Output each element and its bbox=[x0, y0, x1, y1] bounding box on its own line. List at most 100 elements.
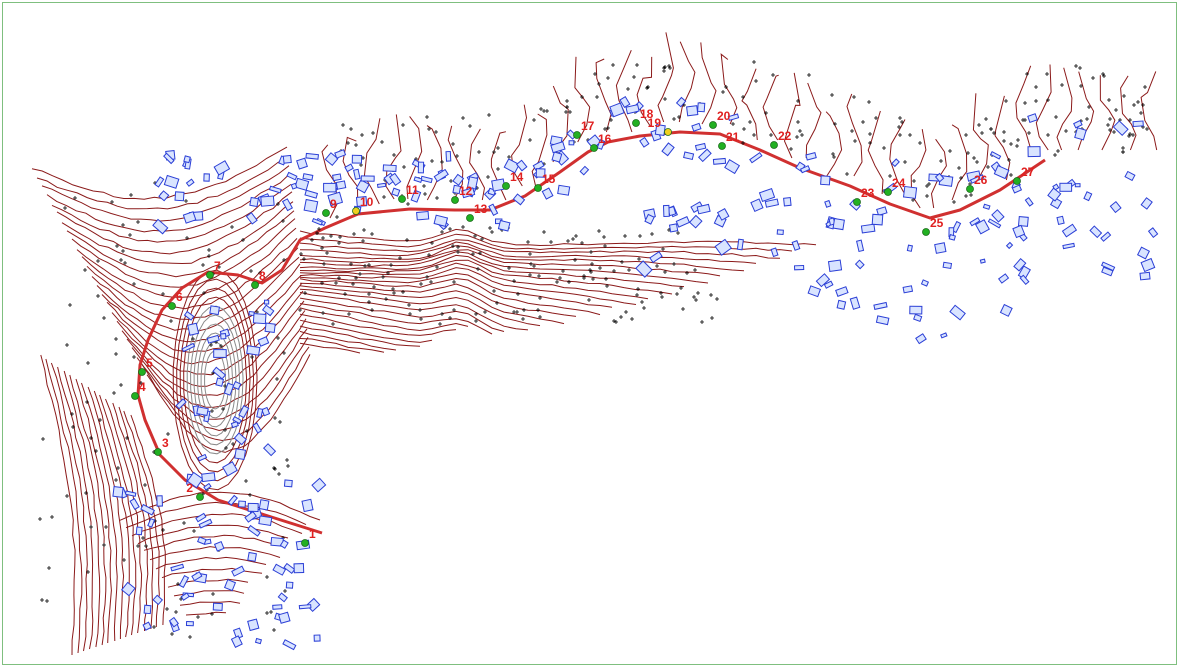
building[interactable] bbox=[997, 273, 1010, 284]
building[interactable] bbox=[323, 182, 337, 193]
building[interactable] bbox=[1074, 127, 1087, 141]
building[interactable] bbox=[206, 334, 220, 344]
building[interactable] bbox=[294, 177, 310, 191]
building[interactable] bbox=[247, 524, 261, 537]
building[interactable] bbox=[196, 406, 209, 417]
survey-point-14[interactable]: 14 bbox=[502, 170, 524, 190]
building[interactable] bbox=[1100, 231, 1112, 242]
building[interactable] bbox=[185, 178, 195, 187]
building[interactable] bbox=[532, 160, 545, 171]
building[interactable] bbox=[413, 176, 423, 184]
building[interactable] bbox=[203, 173, 210, 182]
building[interactable] bbox=[283, 479, 293, 488]
building[interactable] bbox=[724, 159, 741, 175]
building[interactable] bbox=[712, 157, 727, 165]
building[interactable] bbox=[827, 259, 843, 272]
building[interactable] bbox=[714, 238, 733, 256]
building[interactable] bbox=[799, 165, 811, 174]
building[interactable] bbox=[183, 310, 195, 321]
building[interactable] bbox=[854, 259, 865, 270]
building[interactable] bbox=[832, 218, 845, 231]
building[interactable] bbox=[461, 187, 476, 199]
building[interactable] bbox=[311, 217, 323, 226]
building[interactable] bbox=[264, 322, 276, 334]
building[interactable] bbox=[261, 406, 271, 417]
building[interactable] bbox=[824, 199, 832, 208]
building[interactable] bbox=[1027, 146, 1041, 158]
building[interactable] bbox=[823, 280, 834, 289]
building[interactable] bbox=[668, 223, 679, 233]
building[interactable] bbox=[625, 104, 640, 115]
building[interactable] bbox=[1147, 227, 1159, 238]
building[interactable] bbox=[1132, 120, 1144, 128]
building[interactable] bbox=[258, 515, 273, 527]
building[interactable] bbox=[445, 150, 452, 162]
building[interactable] bbox=[991, 209, 1005, 223]
building[interactable] bbox=[736, 238, 744, 251]
building[interactable] bbox=[683, 151, 695, 161]
building[interactable] bbox=[256, 407, 264, 419]
survey-point-3[interactable]: 3 bbox=[154, 436, 170, 456]
building[interactable] bbox=[181, 342, 196, 353]
building[interactable] bbox=[783, 197, 792, 207]
building[interactable] bbox=[213, 160, 231, 176]
building[interactable] bbox=[417, 161, 425, 174]
building[interactable] bbox=[227, 494, 238, 506]
building[interactable] bbox=[230, 420, 239, 429]
building[interactable] bbox=[586, 134, 602, 150]
building[interactable] bbox=[497, 219, 511, 232]
building[interactable] bbox=[293, 563, 305, 574]
building[interactable] bbox=[1013, 257, 1027, 272]
building[interactable] bbox=[353, 168, 361, 180]
building[interactable] bbox=[1100, 261, 1116, 272]
building[interactable] bbox=[619, 96, 631, 109]
building[interactable] bbox=[541, 187, 554, 200]
building[interactable] bbox=[168, 616, 179, 628]
building[interactable] bbox=[697, 148, 712, 163]
building[interactable] bbox=[915, 333, 927, 345]
building[interactable] bbox=[515, 159, 528, 172]
building[interactable] bbox=[860, 223, 876, 234]
survey-point-7[interactable]: 7 bbox=[206, 259, 222, 279]
building[interactable] bbox=[232, 380, 242, 391]
building[interactable] bbox=[223, 382, 235, 396]
building[interactable] bbox=[197, 453, 208, 462]
building[interactable] bbox=[1027, 113, 1038, 123]
building[interactable] bbox=[147, 517, 156, 528]
building[interactable] bbox=[233, 432, 247, 446]
building[interactable] bbox=[290, 182, 298, 190]
building[interactable] bbox=[416, 210, 430, 221]
building[interactable] bbox=[1073, 119, 1083, 129]
survey-point-6[interactable]: 6 bbox=[168, 290, 184, 310]
building[interactable] bbox=[1101, 266, 1114, 277]
building[interactable] bbox=[285, 581, 294, 589]
building[interactable] bbox=[272, 563, 287, 576]
building[interactable] bbox=[948, 233, 957, 241]
building[interactable] bbox=[223, 578, 237, 592]
building[interactable] bbox=[1005, 241, 1014, 250]
building[interactable] bbox=[258, 499, 270, 511]
building[interactable] bbox=[198, 518, 213, 529]
building[interactable] bbox=[949, 304, 966, 321]
building[interactable] bbox=[278, 611, 291, 624]
building[interactable] bbox=[1083, 191, 1093, 202]
building[interactable] bbox=[420, 175, 433, 184]
building[interactable] bbox=[230, 635, 243, 648]
building[interactable] bbox=[376, 182, 387, 189]
building[interactable] bbox=[163, 174, 180, 189]
survey-point-23[interactable]: 23 bbox=[853, 186, 875, 206]
building[interactable] bbox=[433, 214, 449, 227]
building[interactable] bbox=[232, 416, 242, 425]
building[interactable] bbox=[920, 279, 930, 287]
building[interactable] bbox=[163, 152, 175, 165]
building[interactable] bbox=[382, 164, 397, 172]
building[interactable] bbox=[579, 165, 590, 176]
building[interactable] bbox=[934, 242, 947, 254]
building[interactable] bbox=[987, 218, 1002, 229]
building[interactable] bbox=[247, 551, 257, 562]
building[interactable] bbox=[836, 299, 847, 310]
building[interactable] bbox=[183, 155, 191, 164]
building[interactable] bbox=[220, 333, 227, 340]
survey-point-22[interactable]: 22 bbox=[770, 129, 792, 149]
building[interactable] bbox=[993, 164, 1010, 180]
